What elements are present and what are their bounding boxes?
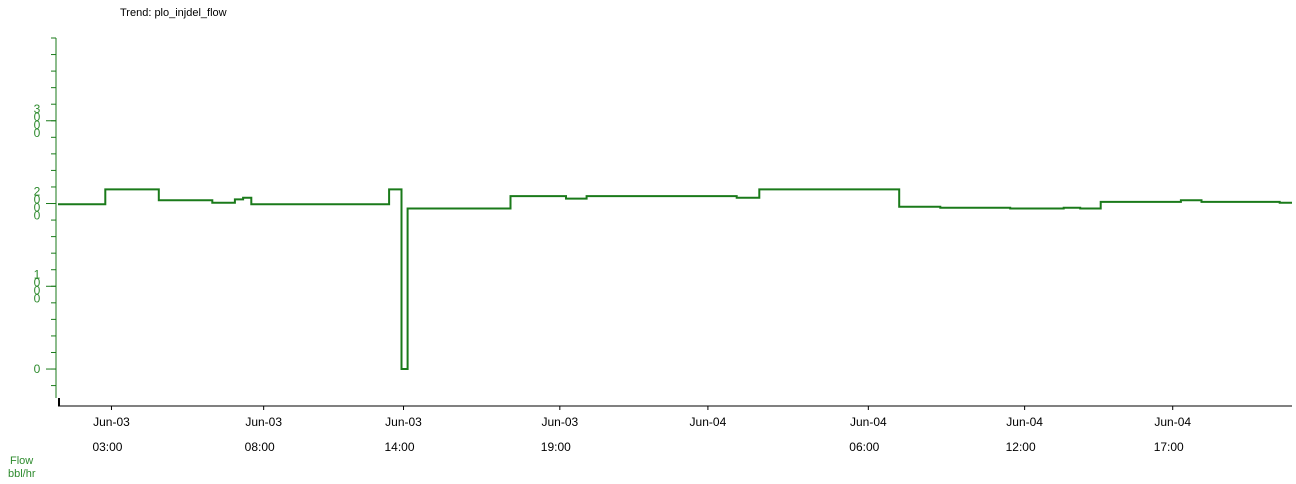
x-tick-label-date: Jun-04 <box>850 415 887 429</box>
x-tick-label-time: 19:00 <box>541 440 571 454</box>
y-axis: 0 1 0 0 0 2 0 0 0 3 0 0 0 <box>34 37 57 398</box>
x-tick-label-time: 12:00 <box>1006 440 1036 454</box>
x-tick-label-date: Jun-03 <box>541 415 578 429</box>
x-tick-label-date: Jun-04 <box>1006 415 1043 429</box>
x-tick-label-time: 06:00 <box>849 440 879 454</box>
series-line-0 <box>58 188 1292 370</box>
chart-title: Trend: plo_injdel_flow <box>120 7 227 19</box>
x-tick-label-date: Jun-03 <box>245 415 282 429</box>
x-tick-label-date: Jun-04 <box>1154 415 1191 429</box>
x-tick-label-date: Jun-04 <box>690 415 727 429</box>
series-group <box>58 188 1292 370</box>
y-axis-label: Flow <box>10 455 33 467</box>
y-tick-label: 0 <box>34 362 41 376</box>
x-axis: Jun-03 03:00 Jun-03 08:00 Jun-03 14:00 Jun-03 1… <box>58 398 1292 454</box>
y-axis-unit: bbl/hr <box>8 468 36 480</box>
x-tick-label-time: 08:00 <box>245 440 275 454</box>
x-tick-label-time: 14:00 <box>385 440 415 454</box>
x-tick-label-date: Jun-03 <box>385 415 422 429</box>
x-tick-label-date: Jun-03 <box>93 415 130 429</box>
x-tick-label-time: 03:00 <box>92 440 122 454</box>
x-tick-label-time: 17:00 <box>1154 440 1184 454</box>
